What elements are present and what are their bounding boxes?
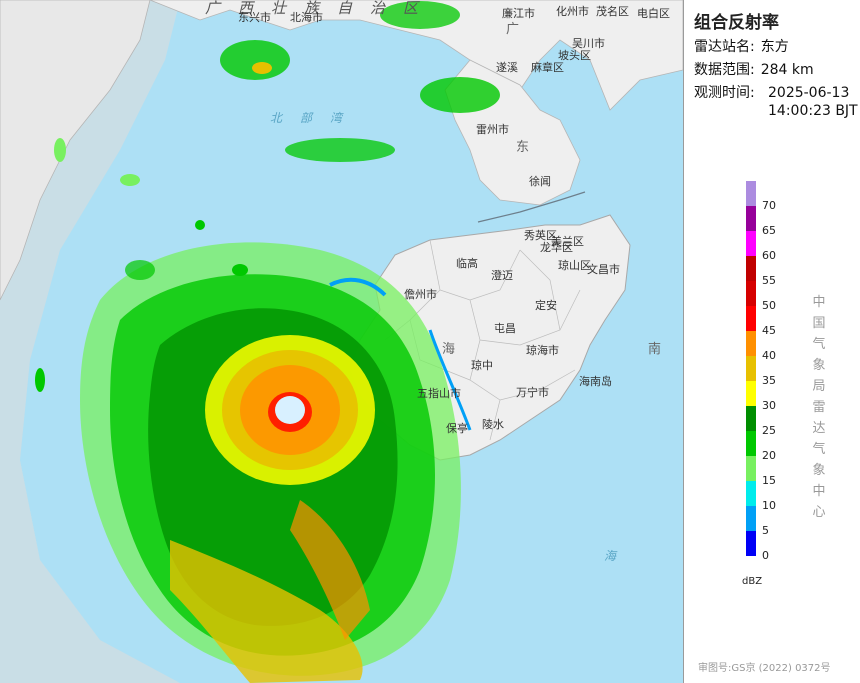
legend-label-10: 10 <box>762 499 776 512</box>
label-wenchang: 文昌市 <box>587 263 620 276</box>
legend-label-0: 0 <box>762 549 769 562</box>
label-wuzhishan: 五指山市 <box>417 387 461 400</box>
legend-label-35: 35 <box>762 374 776 387</box>
legend-swatch-65 <box>746 206 756 231</box>
label-qiongzhong: 琼中 <box>471 359 493 372</box>
data-source-label: 中国气象局雷达气象中心 <box>812 295 826 520</box>
label-wanning: 万宁市 <box>516 386 549 399</box>
label-qiongshan: 琼山区 <box>558 259 591 272</box>
legend-swatch-45 <box>746 306 756 331</box>
label-tunchang: 屯昌 <box>494 322 516 335</box>
legend-unit: dBZ <box>742 576 763 587</box>
product-title: 组合反射率 <box>694 13 779 33</box>
range-key: 数据范围: <box>694 62 755 78</box>
info-panel: 组合反射率 雷达站名: 东方 数据范围: 284 km 观测时间: 2025-06-… <box>683 0 860 683</box>
label-lingao: 临高 <box>456 257 478 270</box>
label-dianbai: 电白区 <box>637 7 670 20</box>
legend-label-30: 30 <box>762 399 776 412</box>
station-row: 雷达站名: 东方 <box>694 38 789 56</box>
label-beihai: 北海市 <box>290 11 323 24</box>
label-chengmai: 澄迈 <box>491 269 513 282</box>
legend-label-70: 70 <box>762 199 776 212</box>
label-xiuying: 秀英区 <box>524 229 557 242</box>
label-maoming: 茂名区 <box>596 5 629 18</box>
label-potou: 坡头区 <box>558 49 591 62</box>
legend-label-60: 60 <box>762 249 776 262</box>
time-value: 2025-06-13 14:00:23 BJT <box>768 84 858 120</box>
legend-swatch-0 <box>746 531 756 556</box>
legend-swatch-30 <box>746 381 756 406</box>
legend-swatch-5 <box>746 506 756 531</box>
label-hai: 海 <box>442 342 456 357</box>
sea-corner <box>640 610 683 683</box>
legend-swatch-55 <box>746 256 756 281</box>
legend-swatch-70 <box>746 181 756 206</box>
label-dongxing: 东兴市 <box>238 11 271 24</box>
radar-map-svg <box>0 0 683 683</box>
label-danzhou: 儋州市 <box>404 288 437 301</box>
legend-label-25: 25 <box>762 424 776 437</box>
label-huazhou: 化州市 <box>556 5 589 18</box>
label-longhua: 龙华区 <box>540 241 573 254</box>
time-clock: 14:00:23 BJT <box>768 103 858 119</box>
vietnam-coast <box>0 0 151 301</box>
legend-swatch-40 <box>746 331 756 356</box>
label-beibu: 北部湾 <box>270 111 361 125</box>
station-key: 雷达站名: <box>694 39 755 55</box>
legend-swatch-10 <box>746 481 756 506</box>
strait-line <box>477 191 586 223</box>
label-lianjiang: 廉江市 <box>502 7 535 20</box>
label-nan: 南 <box>648 342 662 357</box>
legend-swatch-25 <box>746 406 756 431</box>
time-key: 观测时间: <box>694 85 755 101</box>
legend-swatch-60 <box>746 231 756 256</box>
legend-label-45: 45 <box>762 324 776 337</box>
color-legend <box>746 181 756 556</box>
label-meilan: 美兰区 <box>551 235 584 248</box>
legend-label-15: 15 <box>762 474 776 487</box>
label-lingshui: 陵水 <box>482 418 504 431</box>
legend-label-5: 5 <box>762 524 769 537</box>
legend-swatch-15 <box>746 456 756 481</box>
legend-swatch-20 <box>746 431 756 456</box>
label-dong: 东 <box>516 140 530 155</box>
legend-label-50: 50 <box>762 299 776 312</box>
time-row: 观测时间: <box>694 84 755 102</box>
label-hai-sea: 海 <box>604 549 617 563</box>
map-approval-number: 审图号:GS京 (2022) 0372号 <box>698 663 831 674</box>
label-wuchuan: 吴川市 <box>572 37 605 50</box>
label-dingan: 定安 <box>535 299 557 312</box>
legend-swatch-50 <box>746 281 756 306</box>
legend-label-55: 55 <box>762 274 776 287</box>
range-row: 数据范围: 284 km <box>694 61 814 79</box>
label-xuwen: 徐闻 <box>529 175 551 188</box>
label-qionghai: 琼海市 <box>526 344 559 357</box>
label-baoting: 保亭 <box>446 422 468 435</box>
legend-swatch-35 <box>746 356 756 381</box>
legend-label-20: 20 <box>762 449 776 462</box>
label-mazhang: 麻章区 <box>531 61 564 74</box>
label-leizhou: 雷州市 <box>476 123 509 136</box>
legend-label-40: 40 <box>762 349 776 362</box>
legend-label-65: 65 <box>762 224 776 237</box>
range-value: 284 km <box>760 62 814 78</box>
label-hainan-dao: 海南岛 <box>579 375 612 388</box>
time-date: 2025-06-13 <box>768 85 850 101</box>
label-guangxi: 广西壮族自治区 <box>205 0 437 17</box>
station-value: 东方 <box>760 39 789 55</box>
radar-echoes <box>35 1 500 683</box>
label-suixi: 遂溪 <box>496 61 518 74</box>
radar-map[interactable]: 广西壮族自治区 东兴市 北海市 廉江市 化州市 茂名区 电白区 广 吴川市 遂溪… <box>0 0 683 683</box>
label-guang: 广 <box>506 22 520 37</box>
